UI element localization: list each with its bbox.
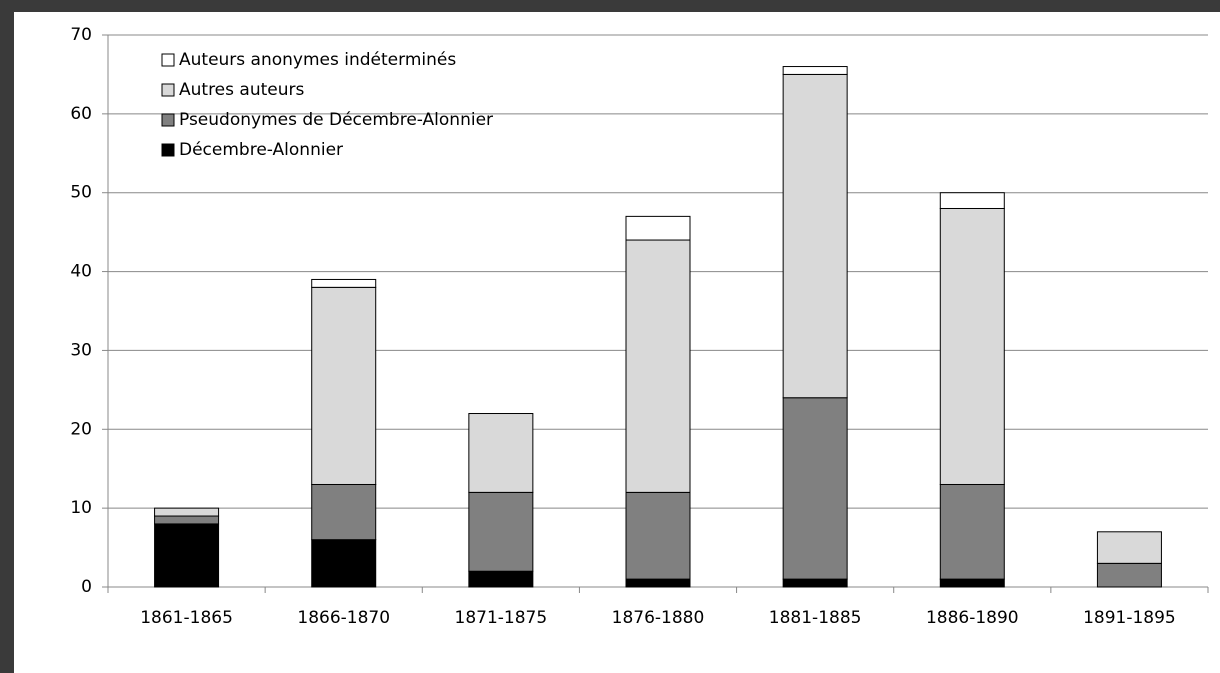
bar-segment [939, 578, 1005, 588]
legend-label: Auteurs anonymes indéterminés [179, 50, 456, 70]
y-tick-label: 30 [70, 340, 92, 360]
x-tick-label: 1876-1880 [612, 608, 705, 628]
bar-segment [939, 483, 1005, 580]
x-tick-label: 1881-1885 [769, 608, 862, 628]
legend-swatch [161, 113, 175, 127]
bar-segment [468, 413, 534, 493]
y-tick-label: 10 [70, 498, 92, 518]
bar-segment [625, 239, 691, 493]
bar-segment [625, 578, 691, 588]
x-tick-label: 1886-1890 [926, 608, 1019, 628]
bar-segment [311, 278, 377, 288]
bar-segment [1096, 562, 1162, 588]
bar-segment [782, 73, 848, 399]
bar-segment [154, 523, 220, 588]
bar-segment [782, 397, 848, 580]
bar-segment [154, 515, 220, 525]
legend-label: Autres auteurs [179, 80, 304, 100]
legend-swatch [161, 143, 175, 157]
bar-segment [1096, 531, 1162, 564]
bar-segment [625, 215, 691, 241]
bar-segment [154, 507, 220, 517]
legend-label: Décembre-Alonnier [179, 140, 343, 160]
y-tick-label: 70 [70, 25, 92, 45]
bar-segment [311, 539, 377, 588]
x-tick-label: 1871-1875 [455, 608, 548, 628]
y-tick-label: 20 [70, 419, 92, 439]
bar-segment [782, 66, 848, 75]
x-tick-label: 1861-1865 [140, 608, 233, 628]
y-tick-label: 60 [70, 104, 92, 124]
y-tick-label: 40 [70, 262, 92, 282]
bar-segment [782, 578, 848, 588]
x-tick-label: 1866-1870 [297, 608, 390, 628]
bar-segment [625, 491, 691, 580]
y-tick-label: 50 [70, 183, 92, 203]
bar-segment [939, 207, 1005, 485]
y-tick-label: 0 [81, 577, 92, 597]
bar-segment [468, 491, 534, 572]
legend-swatch [161, 83, 175, 97]
bar-segment [311, 286, 377, 485]
bar-segment [311, 483, 377, 541]
legend-swatch [161, 53, 175, 67]
bar-segment [939, 192, 1005, 209]
legend-label: Pseudonymes de Décembre-Alonnier [179, 110, 493, 130]
bar-segment [468, 570, 534, 588]
x-tick-label: 1891-1895 [1083, 608, 1176, 628]
